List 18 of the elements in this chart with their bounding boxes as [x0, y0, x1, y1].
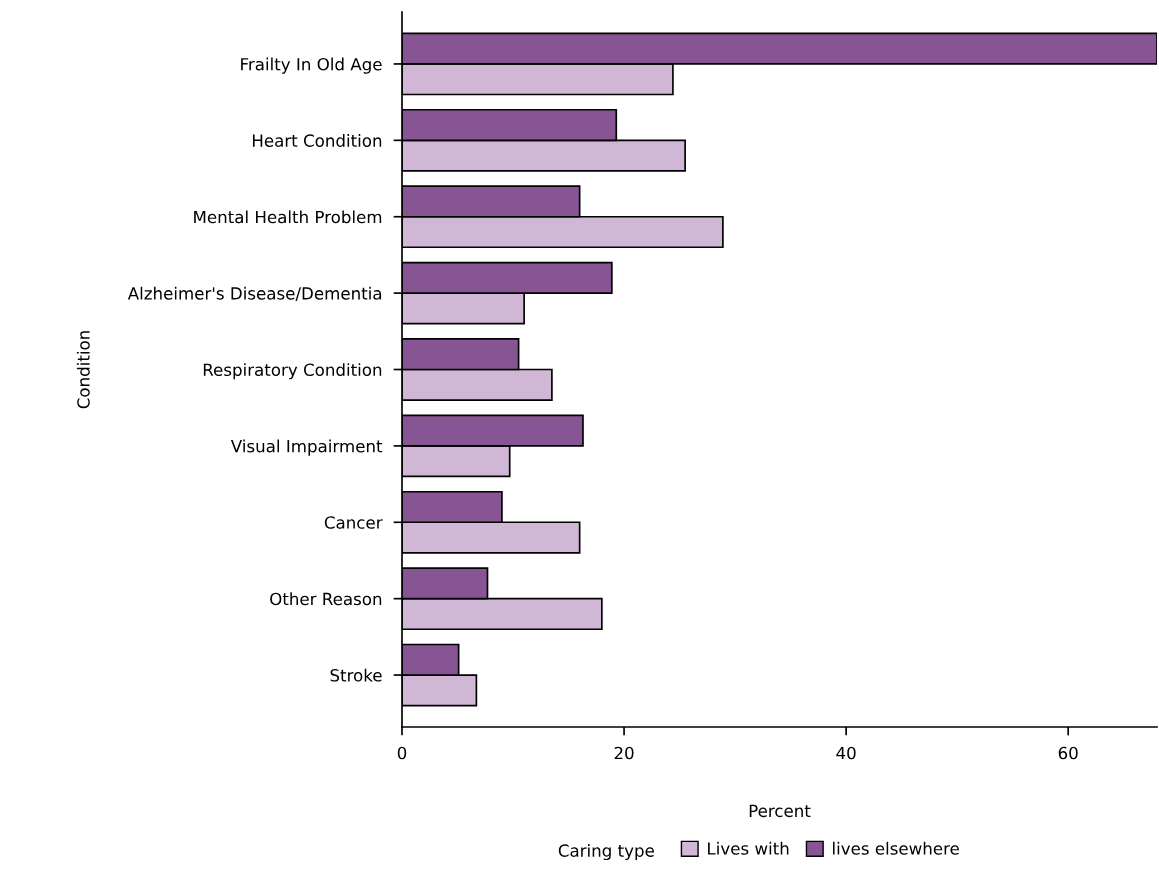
y-tick-label: Mental Health Problem: [194, 210, 382, 224]
legend-label: Lives with: [708, 841, 789, 855]
y-tick-label: Alzheimer's Disease/Dementia: [127, 286, 382, 301]
y-axis-title: Condition: [76, 331, 90, 409]
x-tick-label: 0: [397, 746, 407, 760]
x-axis-title: Percent: [749, 804, 811, 818]
legend-title: Caring type: [558, 843, 654, 861]
y-tick-label: Heart Condition: [252, 134, 382, 147]
y-tick-label: Frailty In Old Age: [241, 57, 382, 74]
y-tick-label: Stroke: [330, 668, 382, 682]
x-tick-label: 40: [836, 746, 856, 760]
x-tick-label: 20: [614, 746, 634, 760]
y-tick-label: Other Reason: [270, 592, 382, 606]
x-tick-label: 60: [1058, 746, 1078, 760]
y-tick-label: Cancer: [324, 516, 383, 529]
y-tick-label: Visual Impairment: [230, 439, 383, 456]
y-tick-label: Respiratory Condition: [203, 363, 382, 380]
legend-label: lives elsewhere: [833, 841, 959, 855]
